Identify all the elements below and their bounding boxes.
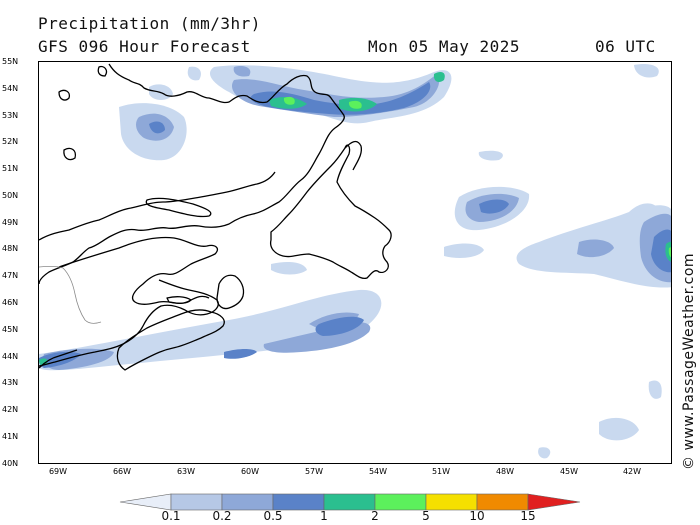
legend-label: 10 xyxy=(469,509,485,523)
lon-label: 45W xyxy=(559,467,579,476)
forecast-date: Mon 05 May 2025 xyxy=(368,37,520,56)
legend-label: 0.2 xyxy=(212,509,232,523)
lon-label: 42W xyxy=(622,467,642,476)
forecast-time: 06 UTC xyxy=(595,37,656,56)
lat-label: 55N xyxy=(2,57,19,66)
legend-swatch xyxy=(476,493,529,511)
forecast-subtitle: GFS 096 Hour Forecast xyxy=(38,37,251,56)
coastlines xyxy=(39,63,392,371)
lat-label: 49N xyxy=(2,218,19,227)
lat-label: 52N xyxy=(2,137,19,146)
legend-label: 15 xyxy=(520,509,536,523)
legend-label: 5 xyxy=(422,509,430,523)
legend-swatch xyxy=(374,493,427,511)
lat-label: 43N xyxy=(2,378,19,387)
legend-swatch xyxy=(119,493,172,511)
legend-label: 2 xyxy=(371,509,379,523)
border-line xyxy=(39,265,102,324)
lat-label: 45N xyxy=(2,325,19,334)
lon-label: 54W xyxy=(368,467,388,476)
lon-label: 69W xyxy=(48,467,68,476)
legend-swatch xyxy=(221,493,274,511)
legend-swatch xyxy=(170,493,223,511)
legend-label: 0.5 xyxy=(263,509,283,523)
precip-green xyxy=(283,96,671,258)
lon-label: 57W xyxy=(304,467,324,476)
lat-label: 46N xyxy=(2,298,19,307)
lat-label: 44N xyxy=(2,352,19,361)
lat-label: 50N xyxy=(2,191,19,200)
legend-label: 0.1 xyxy=(161,509,181,523)
legend-swatch xyxy=(323,493,376,511)
lon-label: 60W xyxy=(240,467,260,476)
lon-label: 51W xyxy=(431,467,451,476)
legend-label: 1 xyxy=(320,509,328,523)
lat-label: 54N xyxy=(2,84,19,93)
lat-label: 48N xyxy=(2,244,19,253)
lon-label: 48W xyxy=(495,467,515,476)
lat-label: 53N xyxy=(2,111,19,120)
site-credit: © www.PassageWeather.com xyxy=(681,252,697,470)
map-title: Precipitation (mm/3hr) xyxy=(38,14,261,33)
precip-legend xyxy=(119,493,581,511)
legend-swatches xyxy=(119,493,581,511)
map-canvas xyxy=(39,63,671,459)
legend-swatch xyxy=(272,493,325,511)
lat-label: 42N xyxy=(2,405,19,414)
lat-label: 40N xyxy=(2,459,19,468)
lat-label: 51N xyxy=(2,164,19,173)
lat-label: 41N xyxy=(2,432,19,441)
legend-swatch xyxy=(527,493,581,511)
lon-label: 66W xyxy=(112,467,132,476)
lon-label: 63W xyxy=(176,467,196,476)
legend-swatch xyxy=(425,493,478,511)
precip-light xyxy=(39,64,671,459)
precipitation-map[interactable] xyxy=(38,61,672,464)
lat-label: 47N xyxy=(2,271,19,280)
